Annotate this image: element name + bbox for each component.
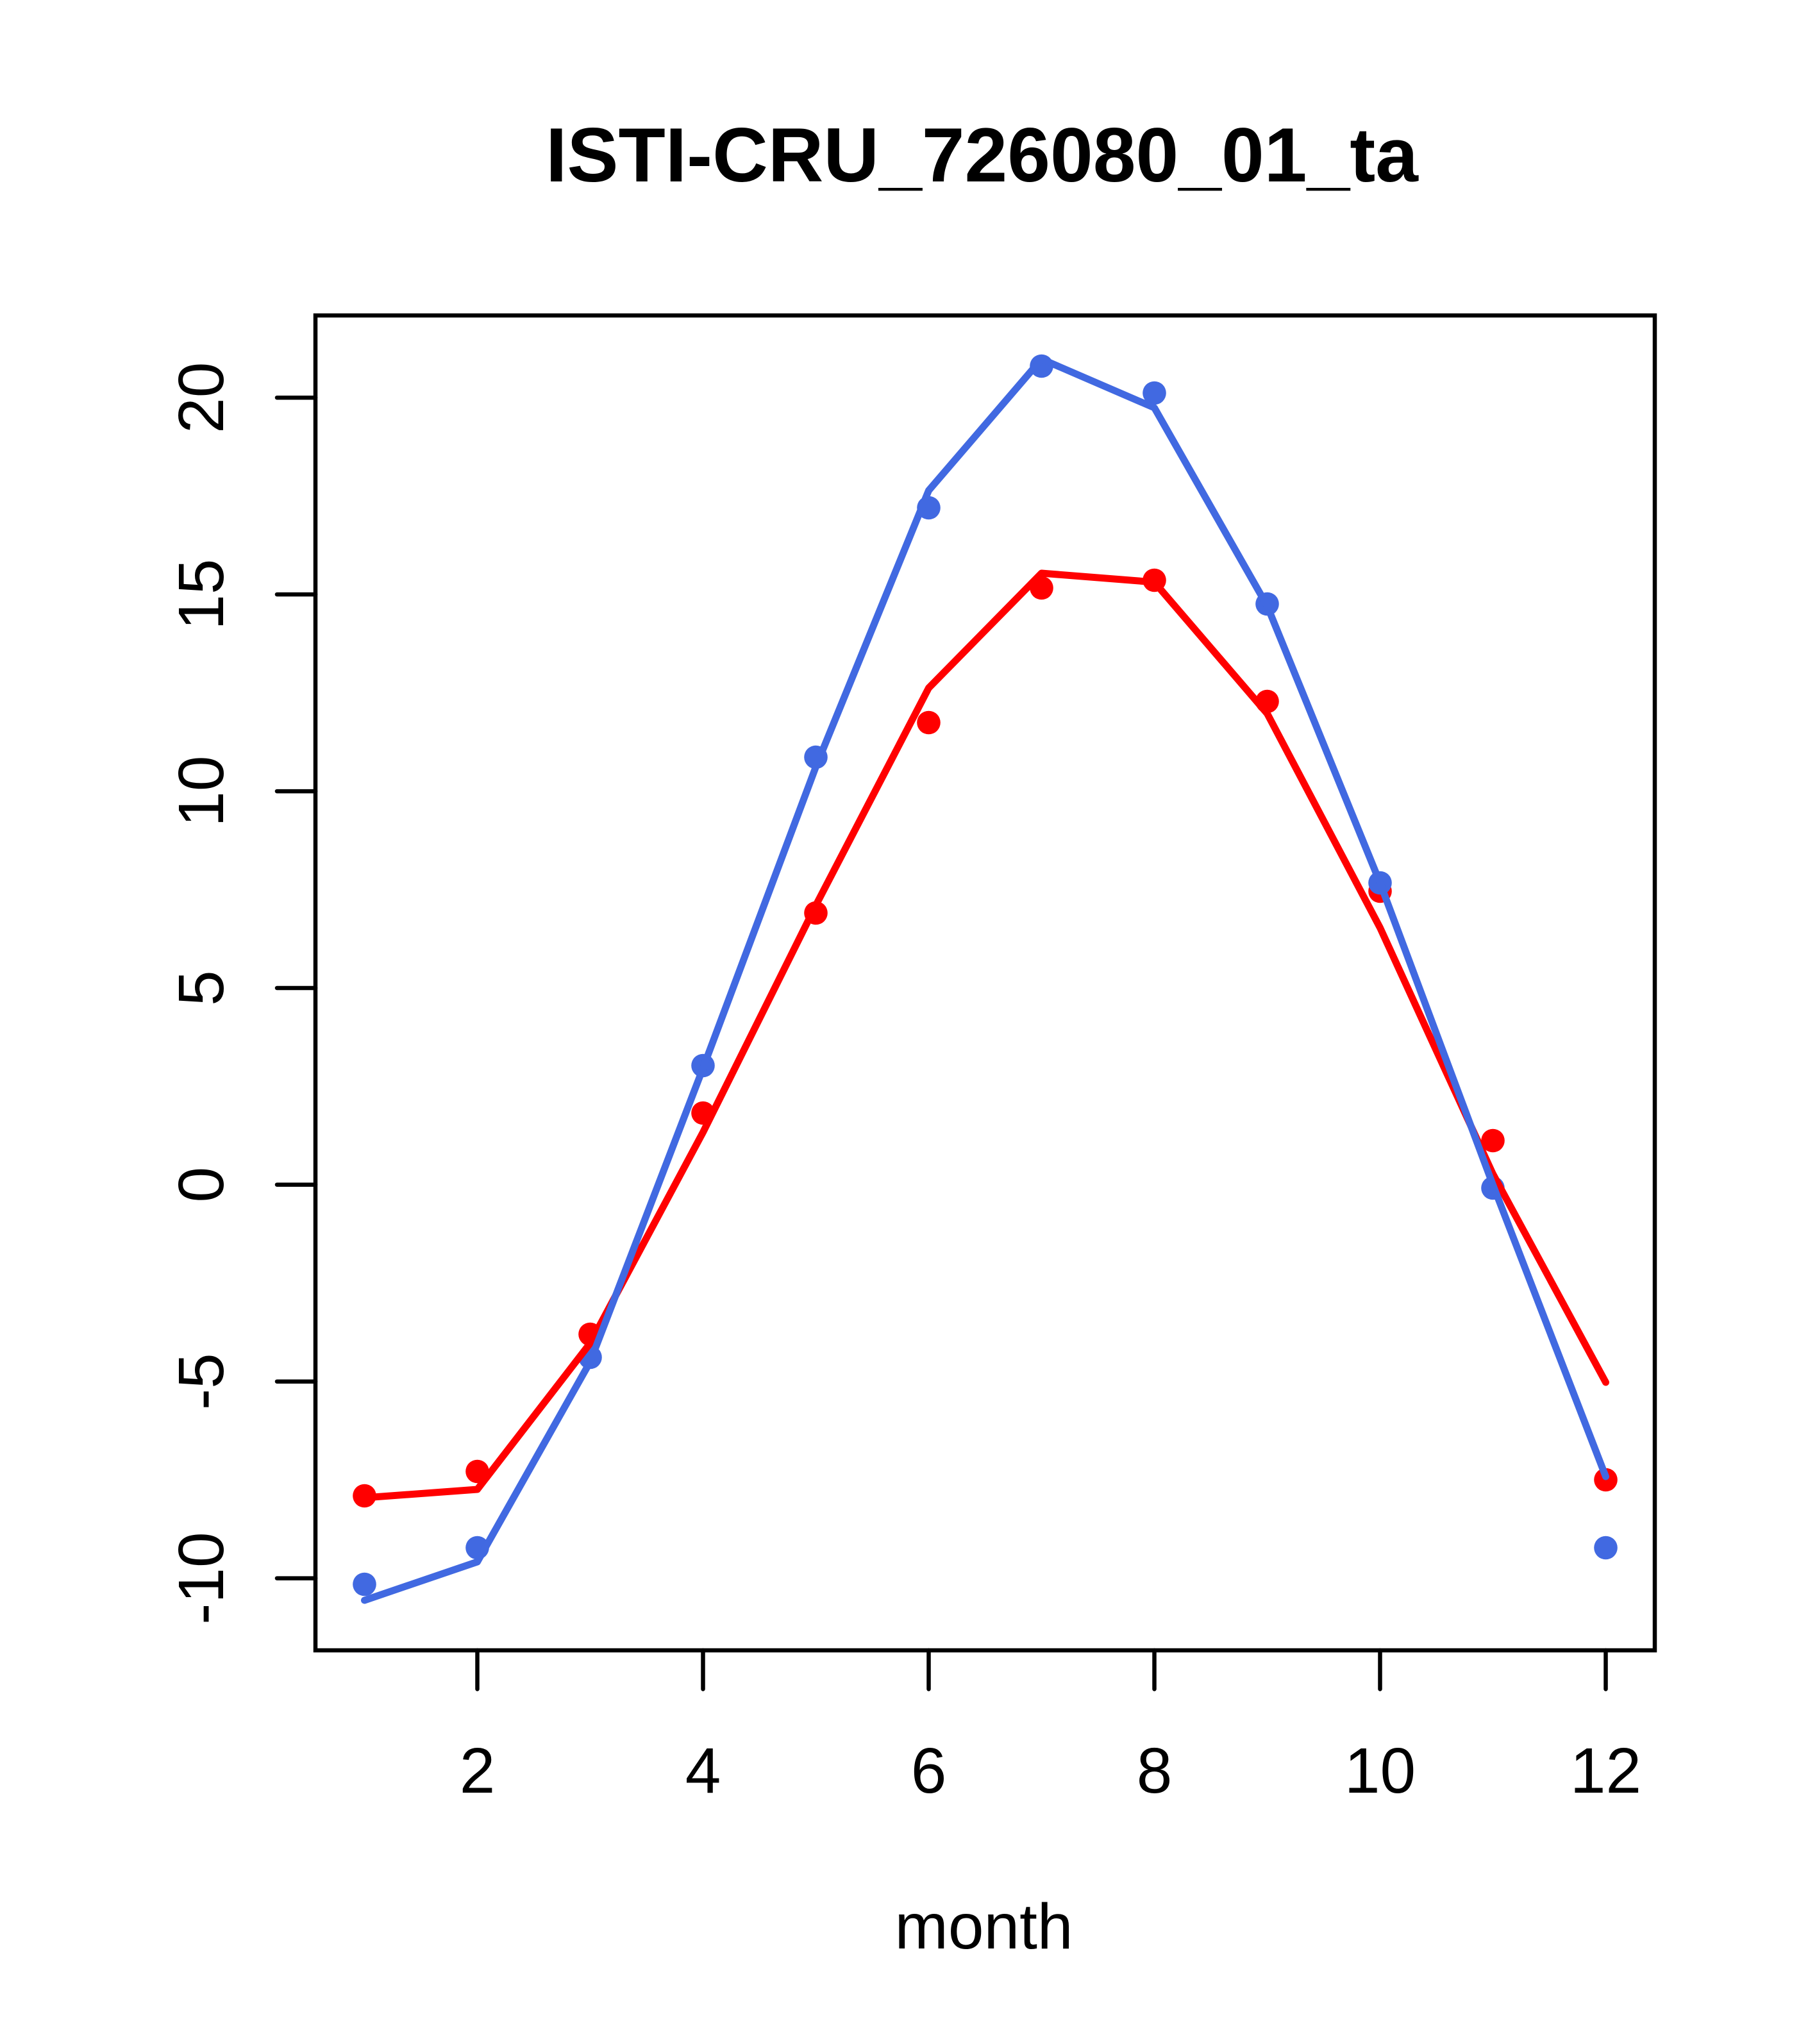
- svg-text:2: 2: [460, 1735, 496, 1807]
- svg-text:ISTI-CRU_726080_01_ta: ISTI-CRU_726080_01_ta: [546, 112, 1419, 198]
- svg-text:5: 5: [165, 970, 237, 1006]
- svg-text:0: 0: [165, 1167, 237, 1203]
- svg-text:-5: -5: [165, 1353, 237, 1410]
- svg-text:12: 12: [1570, 1735, 1641, 1807]
- svg-text:4: 4: [685, 1735, 721, 1807]
- svg-text:6: 6: [911, 1735, 947, 1807]
- svg-text:10: 10: [1344, 1735, 1416, 1807]
- svg-text:20: 20: [165, 362, 237, 433]
- svg-text:month: month: [895, 1891, 1073, 1963]
- svg-text:10: 10: [165, 755, 237, 826]
- svg-text:8: 8: [1137, 1735, 1173, 1807]
- svg-text:-10: -10: [165, 1532, 237, 1625]
- svg-text:15: 15: [165, 558, 237, 630]
